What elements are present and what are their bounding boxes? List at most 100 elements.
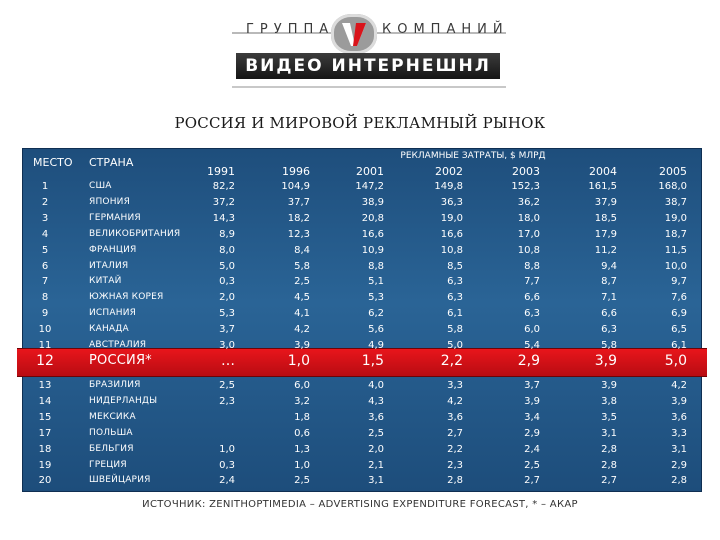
place-cell: 10 (38, 324, 52, 336)
value-cell: 1,3 (294, 443, 310, 455)
place-cell: 7 (41, 276, 49, 288)
value-cell: 19,0 (440, 212, 463, 224)
russia-highlight-band (17, 348, 707, 377)
year-header: 1996 (282, 165, 310, 178)
value-cell: 36,2 (517, 196, 540, 208)
value-cell: 8,4 (294, 244, 310, 256)
value-cell: 8,8 (524, 260, 540, 272)
value-cell: 37,9 (594, 196, 617, 208)
value-cell: 20,8 (361, 212, 384, 224)
value-cell: 3,9 (294, 340, 310, 351)
header-place: МЕСТО (33, 156, 73, 169)
value-cell: 38,7 (664, 196, 687, 208)
value-cell: 4,2 (671, 380, 687, 391)
country-cell: ВЕЛИКОБРИТАНИЯ (89, 228, 181, 239)
value-cell: 3,6 (671, 411, 687, 423)
value-cell: 18,7 (664, 228, 687, 240)
value-cell: 1,0 (294, 459, 310, 471)
country-cell: ШВЕЙЦАРИЯ (89, 475, 151, 486)
value-cell: 3,1 (671, 443, 687, 455)
table-row: 4 ВЕЛИКОБРИТАНИЯ 8,9 12,3 16,6 16,6 17,0 17,9 18… (23, 229, 701, 245)
value-cell: 149,8 (434, 181, 463, 192)
value-cell: 19,0 (664, 212, 687, 224)
country-cell: ИСПАНИЯ (89, 308, 137, 319)
place-cell: 8 (41, 292, 49, 304)
logo-wordmark: ВИДЕО ИНТЕРНЕШНЛ (236, 53, 500, 79)
table-row: 15 МЕКСИКА 1,8 3,6 3,6 3,4 3,5 3,6 (23, 412, 701, 428)
value-cell: 6,6 (601, 308, 617, 320)
value-cell: 5,6 (368, 324, 384, 336)
value-cell: … (221, 353, 235, 369)
value-cell: 2,5 (368, 427, 384, 439)
table-row: 10 КАНАДА 3,7 4,2 5,6 5,8 6,0 6,3 6,5 (23, 324, 701, 340)
country-cell: ГЕРМАНИЯ (89, 212, 141, 223)
place-cell: 20 (38, 475, 52, 487)
value-cell: 2,4 (524, 443, 540, 455)
table-row: 18 БЕЛЬГИЯ 1,0 1,3 2,0 2,2 2,4 2,8 3,1 (23, 444, 701, 460)
place-cell: 11 (38, 340, 52, 351)
years-header-row: 1991 1996 2001 2002 2003 2004 2005 (23, 165, 701, 181)
value-cell: 5,0 (447, 340, 463, 351)
value-cell: 2,3 (447, 459, 463, 471)
value-cell: 3,3 (447, 380, 463, 391)
value-cell: 6,0 (524, 324, 540, 336)
value-cell: 5,0 (664, 353, 687, 369)
value-cell: 9,4 (601, 260, 617, 272)
place-cell: 19 (38, 459, 52, 471)
value-cell: 8,8 (368, 260, 384, 272)
year-header: 2004 (589, 165, 617, 178)
country-cell: АВСТРАЛИЯ (89, 340, 147, 350)
value-cell: 5,0 (219, 260, 235, 272)
value-cell: 5,8 (447, 324, 463, 336)
value-cell: 2,1 (368, 459, 384, 471)
year-header: 2005 (659, 165, 687, 178)
source-note: ИСТОЧНИК: ZENITHOPTIMEDIA – ADVERTISING … (142, 499, 578, 510)
value-cell: 3,4 (524, 411, 540, 423)
value-cell: 4,9 (368, 340, 384, 351)
value-cell: 2,2 (440, 353, 463, 369)
value-cell: 10,0 (664, 260, 687, 272)
place-cell: 9 (41, 308, 49, 320)
place-cell: 18 (38, 443, 52, 455)
country-cell: ПОЛЬША (89, 427, 133, 438)
country-cell: США (89, 181, 112, 191)
value-cell: 17,0 (517, 228, 540, 240)
value-cell: 8,0 (219, 244, 235, 256)
value-cell: 14,3 (212, 212, 235, 224)
table-row: 3 ГЕРМАНИЯ 14,3 18,2 20,8 19,0 18,0 18,5 19,0 (23, 213, 701, 229)
value-cell: 10,8 (517, 244, 540, 256)
value-cell: 6,5 (671, 324, 687, 336)
value-cell: 3,9 (671, 395, 687, 407)
place-cell: 12 (36, 353, 54, 369)
country-cell: НИДЕРЛАНДЫ (89, 395, 158, 406)
value-cell: 10,8 (440, 244, 463, 256)
value-cell: 11,2 (594, 244, 617, 256)
value-cell: 6,0 (294, 380, 310, 391)
value-cell: 2,8 (601, 459, 617, 471)
table-row: 2 ЯПОНИЯ 37,2 37,7 38,9 36,3 36,2 37,9 38,7 (23, 197, 701, 213)
place-cell: 17 (38, 427, 52, 439)
value-cell: 3,9 (594, 353, 617, 369)
country-cell: КИТАЙ (89, 276, 122, 287)
value-cell: 3,3 (671, 427, 687, 439)
header-spend: РЕКЛАМНЫЕ ЗАТРАТЫ, $ МЛРД (400, 151, 546, 161)
country-cell: КАНАДА (89, 324, 129, 335)
country-cell: ЯПОНИЯ (89, 196, 131, 207)
table-row: 13 БРАЗИЛИЯ 2,5 6,0 4,0 3,3 3,7 3,9 4,2 (23, 380, 701, 396)
value-cell: 7,6 (671, 292, 687, 304)
value-cell: 37,7 (287, 196, 310, 208)
value-cell: 2,7 (524, 475, 540, 487)
value-cell: 2,5 (294, 475, 310, 487)
value-cell: 5,8 (294, 260, 310, 272)
page-title: РОССИЯ И МИРОВОЙ РЕКЛАМНЫЙ РЫНОК (174, 114, 546, 132)
value-cell: 2,5 (294, 276, 310, 288)
value-cell: 6,3 (601, 324, 617, 336)
table-row: 7 КИТАЙ 0,3 2,5 5,1 6,3 7,7 8,7 9,7 (23, 276, 701, 292)
value-cell: 3,5 (601, 411, 617, 423)
place-cell: 14 (38, 395, 52, 407)
value-cell: 2,0 (219, 292, 235, 304)
table-row: 17 ПОЛЬША 0,6 2,5 2,7 2,9 3,1 3,3 (23, 428, 701, 444)
place-cell: 3 (41, 212, 49, 224)
country-cell: ИТАЛИЯ (89, 260, 129, 271)
table-row: 8 ЮЖНАЯ КОРЕЯ 2,0 4,5 5,3 6,3 6,6 7,1 7,6 (23, 292, 701, 308)
